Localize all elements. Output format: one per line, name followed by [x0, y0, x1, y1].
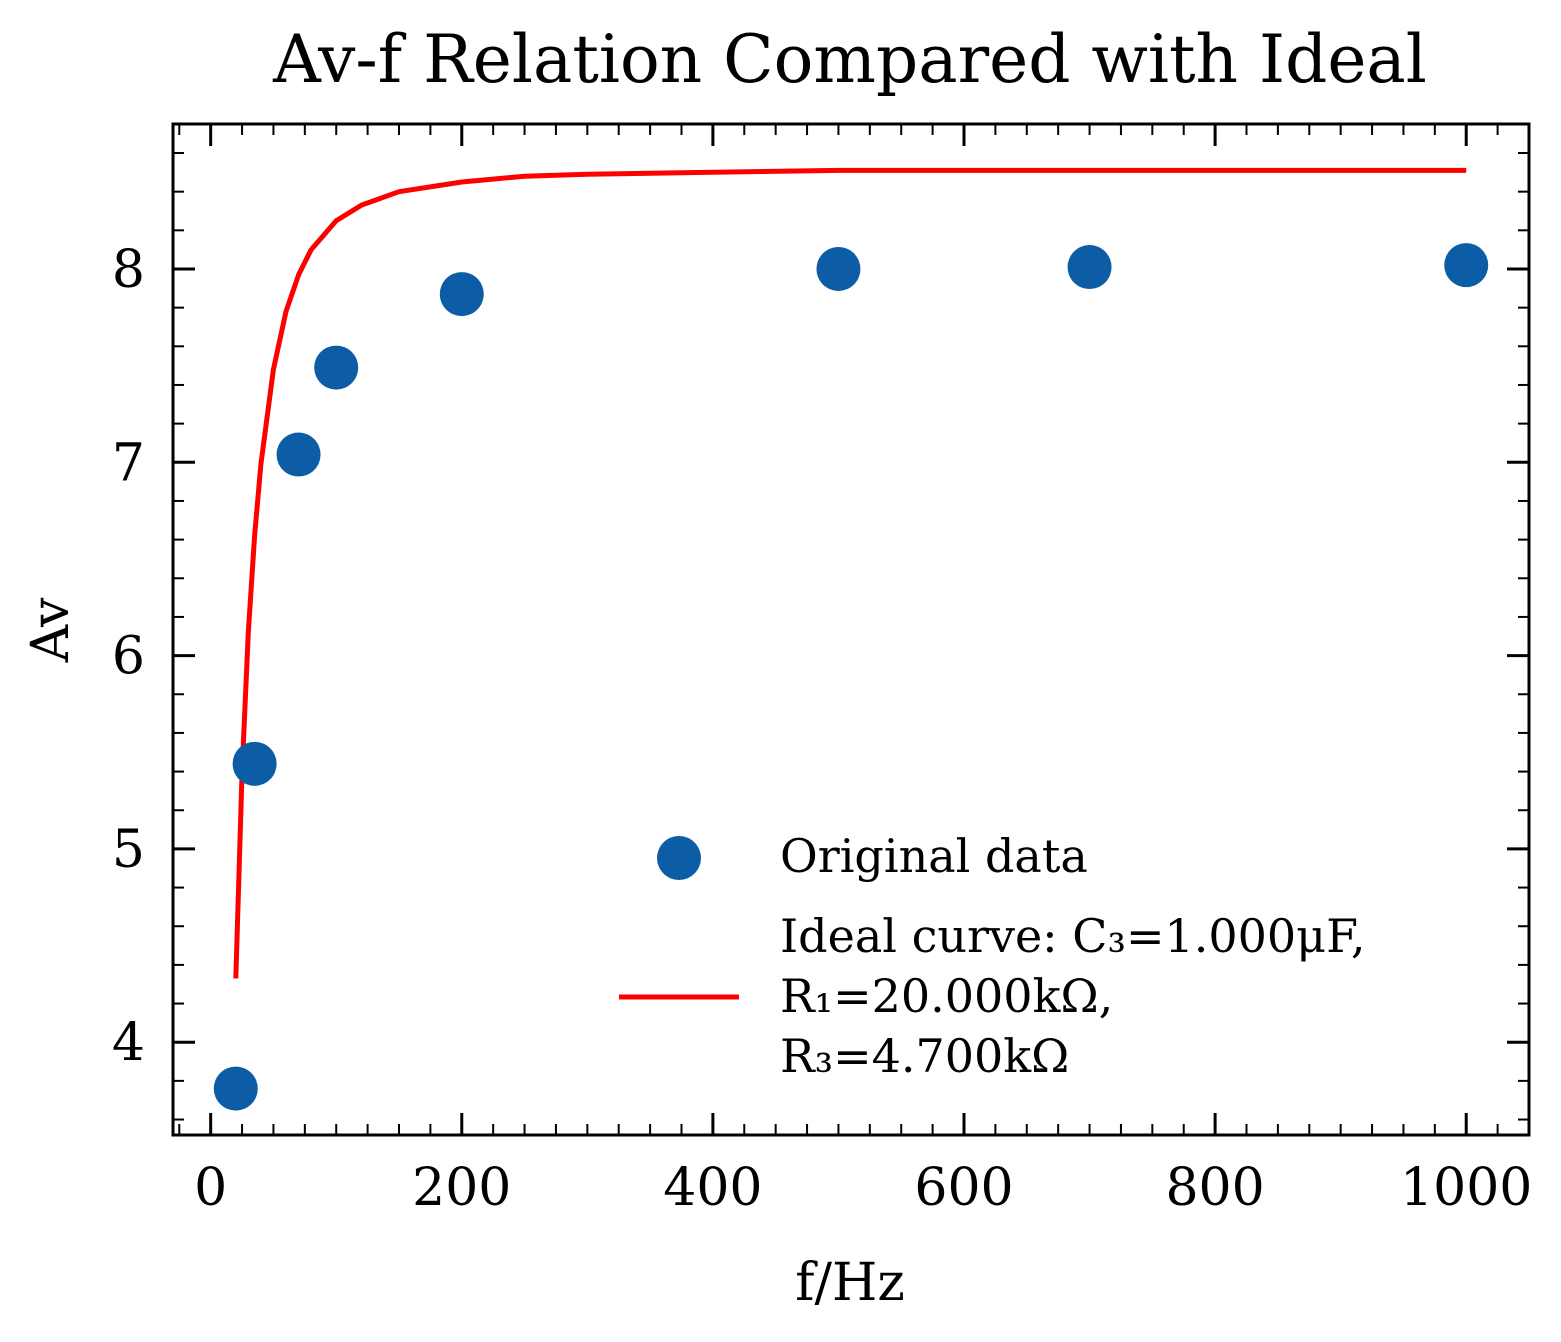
data-point [232, 741, 277, 786]
data-point [276, 432, 321, 477]
data-point [213, 1066, 258, 1111]
x-tick-label: 1000 [1400, 1158, 1532, 1218]
legend-label-line-2: R₁=20.000kΩ, [780, 969, 1113, 1023]
y-tick-label: 8 [112, 240, 145, 300]
ideal-curve-line [233, 167, 1467, 979]
y-tick-label: 7 [112, 433, 145, 493]
y-tick-label: 6 [112, 627, 145, 687]
data-point [439, 272, 484, 317]
data-point [816, 246, 861, 291]
legend: Original data Ideal curve: C₃=1.000μF, R… [619, 829, 1365, 1083]
plot-frame [171, 122, 1531, 1137]
data-point [1067, 245, 1112, 290]
chart-title: Av-f Relation Compared with Ideal [272, 21, 1427, 98]
x-tick-label: 400 [663, 1158, 762, 1218]
x-tick-label: 600 [914, 1158, 1013, 1218]
legend-label-scatter: Original data [780, 829, 1088, 883]
legend-label-line-1: Ideal curve: C₃=1.000μF, [780, 909, 1365, 963]
data-point [314, 345, 359, 390]
ideal-curve-layer [233, 167, 1467, 979]
x-tick-label: 200 [412, 1158, 511, 1218]
legend-label-line-3: R₃=4.700kΩ [780, 1029, 1069, 1083]
axis-ticks [173, 124, 1530, 1135]
tick-labels: 0 200 400 600 800 1000 4 5 6 7 8 [112, 240, 1532, 1218]
y-axis-label: Av [21, 597, 81, 663]
legend-marker-scatter [657, 836, 701, 880]
y-tick-label: 5 [112, 820, 145, 880]
x-tick-label: 800 [1165, 1158, 1264, 1218]
data-point [1444, 243, 1489, 288]
scatter-layer [213, 243, 1489, 1111]
x-tick-label: 0 [194, 1158, 227, 1218]
y-tick-label: 4 [112, 1013, 145, 1073]
x-axis-label: f/Hz [795, 1253, 905, 1313]
